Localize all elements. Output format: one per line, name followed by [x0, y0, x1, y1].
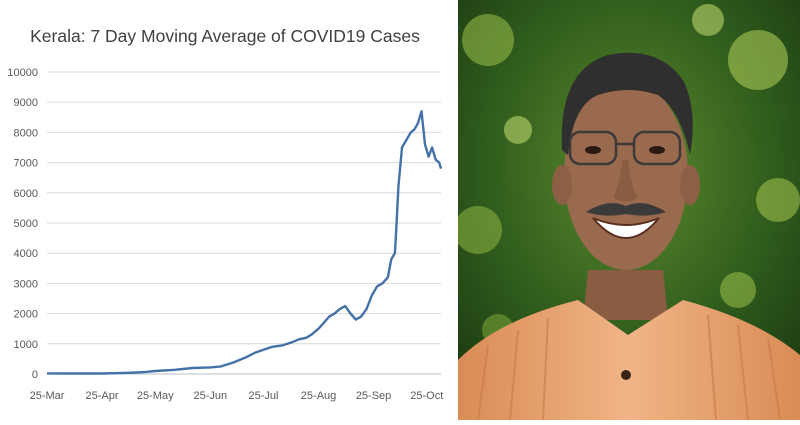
y-tick-label: 6000 [14, 188, 38, 200]
moustache [586, 203, 666, 216]
shirt-button [621, 370, 631, 380]
y-tick-label: 7000 [14, 158, 38, 170]
grid [47, 71, 441, 375]
portrait-illustration [458, 0, 800, 420]
portrait-photo [458, 0, 800, 420]
smile [592, 217, 660, 239]
y-tick-label: 1000 [14, 339, 38, 351]
x-tick-label: 25-May [137, 390, 174, 402]
y-tick-label: 4000 [14, 248, 38, 260]
neck [583, 270, 668, 320]
y-tick-label: 2000 [14, 309, 38, 321]
shirt-stripes [477, 314, 781, 420]
right-eye [649, 146, 665, 154]
x-axis: 25-Mar 25-Apr 25-May 25-Jun 25-Jul 25-Aug 25-S… [30, 390, 444, 402]
x-tick-label: 25-Sep [356, 390, 391, 402]
y-tick-label: 3000 [14, 278, 38, 290]
y-axis: 0 1000 2000 3000 4000 5000 6000 7000 8000 9000 100… [7, 67, 38, 381]
x-tick-label: 25-Oct [410, 390, 443, 402]
left-ear [552, 165, 572, 205]
chart-panel: Kerala: 7 Day Moving Average of COVID19 … [7, 26, 444, 402]
y-tick-label: 9000 [14, 97, 38, 109]
x-tick-label: 25-Mar [30, 390, 65, 402]
right-ear [680, 165, 700, 205]
y-tick-label: 10000 [7, 67, 38, 79]
panel-divider [452, 0, 458, 420]
x-tick-label: 25-Jul [249, 390, 279, 402]
left-eye [585, 146, 601, 154]
nose [613, 160, 638, 202]
glasses [568, 130, 682, 166]
x-tick-label: 25-Jun [193, 390, 227, 402]
bokeh-highlights [458, 4, 800, 346]
chart-title: Kerala: 7 Day Moving Average of COVID19 … [30, 26, 420, 46]
x-tick-label: 25-Apr [86, 390, 119, 402]
line-chart: Kerala: 7 Day Moving Average of COVID19 … [7, 26, 444, 402]
y-tick-label: 0 [32, 369, 38, 381]
hair [561, 52, 693, 155]
series-line [46, 110, 443, 375]
y-tick-label: 8000 [14, 127, 38, 139]
y-tick-label: 5000 [14, 218, 38, 230]
x-tick-label: 25-Aug [301, 390, 336, 402]
